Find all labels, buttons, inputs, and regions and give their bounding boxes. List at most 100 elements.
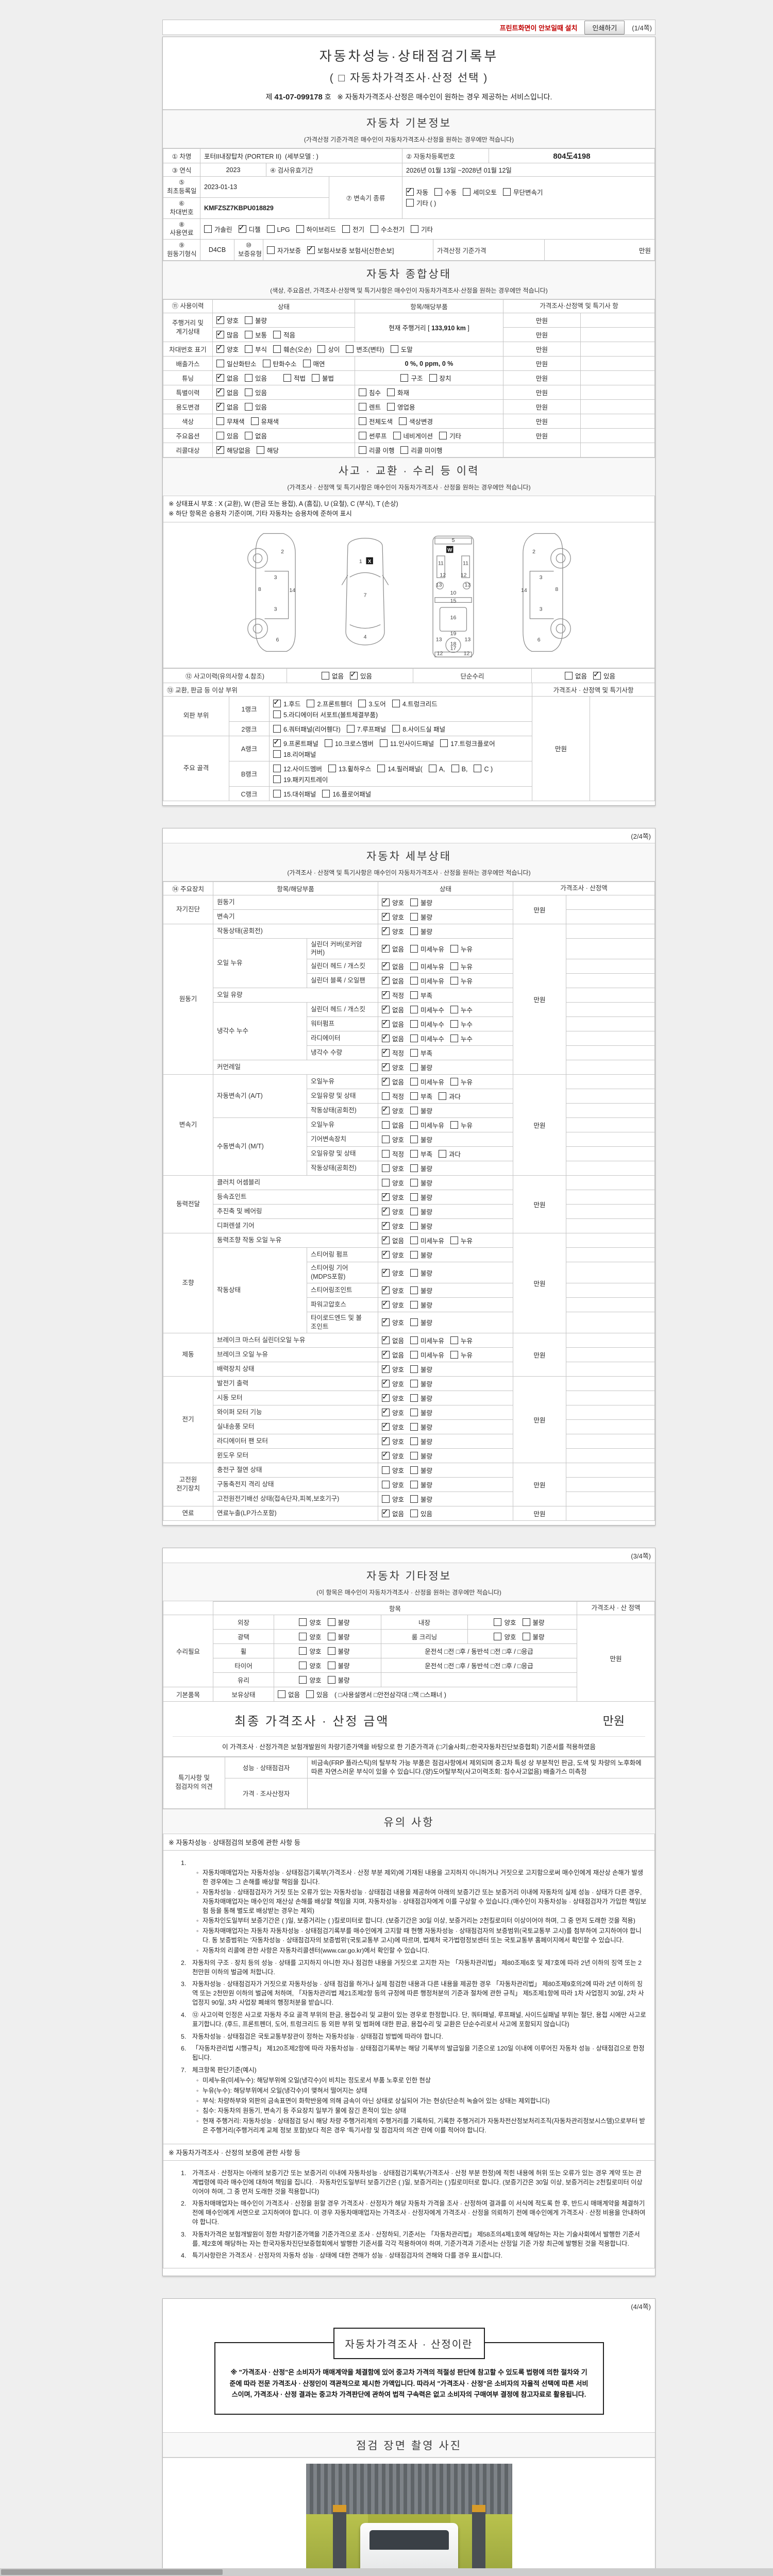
checkbox-option: 양호 [382,1249,404,1260]
checkbox-icon [410,1286,418,1294]
basic-info-row-3: ⑤ 최초등록일 2023-01-13 ⑦ 변속기 종류 자동 수동 세미오토 무단변속… [163,176,655,219]
notice-item: 1. [181,1859,187,1867]
checkbox-option: 리콜 미이행 [400,445,442,455]
table-row: ⑥ 차대번호 KMFZSZ7KBPU018829 [163,197,655,219]
notice-bullet: 자동차매매업자는 자동차 자동차성능 · 상태점검기록부를 매수인에게 고지할 … [196,1927,647,1945]
checkbox-icon [245,345,253,353]
detail-row: 스티어링 기어(MDPS포함)양호 불량 [163,1262,655,1283]
checkbox-icon [245,316,253,324]
checkbox-option: 훼손(오손) [273,344,311,354]
table-row: 유리 양호 불량 [163,1672,655,1687]
part-label: 실린더 헤드 / 개스킷 [306,1002,379,1018]
checkbox-option: 적정 [382,1047,404,1058]
checkbox-icon [346,345,354,353]
checkbox-icon [406,199,414,207]
state-options: 양호 불량 [378,1060,514,1075]
checkbox-option: 적정 [382,1149,404,1159]
checkbox-option: 불량 [522,1632,545,1641]
item-label: 연료누출(LP가스포함) [212,1505,379,1521]
detail-row: 시동 모터양호 불량 [163,1390,655,1405]
page-4: (4/4쪽) 자동차가격조사 · 산정이란 ※ "가격조사 · 산정"은 소비자… [162,2298,656,2576]
checkbox-checked-icon [382,1018,390,1028]
state-options: 없음 미세누유 누유 [378,1347,514,1362]
state-options: 적정 부족 과다 [378,1089,514,1104]
item-label: 브레이크 오일 누유 [212,1347,379,1362]
checkbox-option: 누유 [450,1120,473,1130]
checkbox-icon [382,1121,390,1129]
checkbox-option: 양호 [382,1134,404,1144]
state-options: 양호 불량 [378,1462,514,1478]
spare-cell [566,1146,655,1162]
checkbox-icon [327,1618,335,1626]
interior-options: 양호 불량 [467,1614,578,1630]
checkbox-option: 수소전기 [371,224,405,234]
panel-number: 12 [463,650,469,656]
checkbox-icon [451,764,459,772]
detail-row: 오일 유량적정 부족 [163,988,655,1003]
blank-cell [380,1672,578,1687]
etc-info-subnote: (이 항목은 매수인이 자동차가격조사 · 산정을 원하는 경우에만 적습니다) [316,1588,501,1596]
checkbox-icon [410,1437,418,1445]
basic-info-row-1: ① 차명 포터II내장탑차 (PORTER II) (세부모델 : ) ② 자동… [163,148,655,163]
first-reg-label: ⑤ 최초등록일 [163,176,200,198]
accident-history-label: ⑫ 사고이력(유의사항 4.참조) [163,668,287,683]
checkbox-option: 가솔린 [204,224,232,234]
item-label: 충전구 절연 상태 [212,1462,379,1478]
usage-change-label: 용도변경 [163,399,213,414]
checkbox-icon [382,1179,390,1187]
spare-cell [566,1462,655,1478]
checkbox-option: 전기 [342,224,364,234]
checkbox-option: 8.사이드실 패널 [392,724,445,734]
checkbox-checked-icon [382,943,390,953]
notice-section-title: ※ 자동차성능 · 상태점검의 보증에 관한 사항 등 [163,1834,655,1851]
checkbox-icon [428,764,436,772]
checkbox-option: 양호 [299,1646,322,1656]
panel-number: 18 [450,641,456,647]
checkbox-option: 해당없음 [216,444,250,455]
notice-item: 2. 자동차의 구조 · 장치 등의 성능 · 상태를 고지하지 아니한 자나 점… [181,1959,642,1976]
part-label: 실린더 헤드 / 개스킷 [306,959,379,974]
scrollbar-thumb[interactable] [1,2569,223,2575]
detail-row: 와이퍼 모터 기능양호 불량 [163,1404,655,1420]
checkbox-option: 불량 [327,1632,350,1641]
special-history-label: 특별이력 [163,385,213,400]
spare-cell [566,1204,655,1219]
checkbox-icon [382,1480,390,1488]
table-row: ⑨ 원동기형식 D4CB ⑩ 보증유형 자가보증보험사보증 보험사[신한손보] … [163,239,655,261]
checkbox-checked-icon [273,737,281,747]
checkbox-checked-icon [382,989,390,999]
checkbox-checked-icon [382,1105,390,1115]
spare-cell [580,428,655,443]
state-options: 없음 미세누유 누유 [378,1233,514,1248]
detail-row: 라디에이터없음 미세누수 누수 [163,1031,655,1046]
checkbox-option: 수동 [434,187,457,197]
checkbox-icon [410,1121,418,1129]
checkbox-option: 없음 [216,401,239,412]
checkbox-checked-icon [382,1284,390,1294]
detail-row: 실린더 헤드 / 개스킷없음 미세누유 누유 [163,959,655,974]
tire-positions: 운전석 □전 □후 / 동반석 □전 □후 / □응급 [380,1657,578,1673]
checkbox-option: 세미오토 [463,187,497,197]
checkbox-checked-icon [382,1316,390,1327]
print-button[interactable]: 인쇄하기 [584,20,625,35]
state-options: 적정 부족 [378,988,514,1003]
state-options: 없음 미세누수 누수 [378,1002,514,1018]
spare-cell [566,894,655,910]
item-label: 추진축 및 베어링 [212,1204,379,1219]
checkbox-icon [392,724,400,733]
basic-info-subnote: (가격산정 기준가격은 매수인이 자동차가격조사·산정을 원하는 경우에만 적습… [304,136,514,143]
table-row: 리콜대상 해당없음 해당 리콜 이행 리콜 미이행 [163,443,655,457]
checkbox-option: 양호 [382,1163,404,1173]
table-header-row: ⑭ 주요장치 항목/해당부품 상태 가격조사 · 산정액 [163,881,655,895]
horizontal-scrollbar[interactable] [0,2568,773,2576]
checkbox-option: 양호 [382,1316,404,1327]
detail-row: 고전원 전기장치 충전구 절연 상태 양호 불량 만원 [163,1462,655,1506]
checkbox-checked-icon [382,1220,390,1230]
checkbox-icon [410,1236,418,1245]
panel-number: 13 [435,582,442,588]
checkbox-icon [359,432,366,439]
checkbox-option: 양호 [382,925,404,936]
